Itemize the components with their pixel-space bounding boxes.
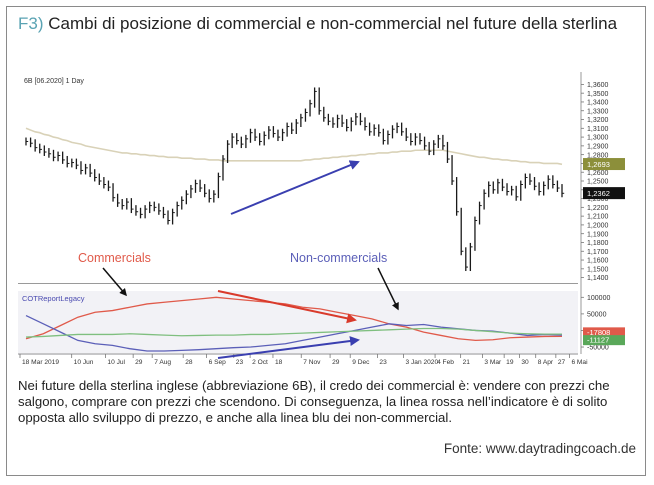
x-tick-label: 8 Apr xyxy=(538,359,554,366)
price-y-tick-label: 1,2000 xyxy=(587,223,609,230)
panel-divider xyxy=(18,283,578,284)
figure-label: F3) xyxy=(18,14,44,33)
figure-title: F3) Cambi di posizione di commercial e n… xyxy=(18,12,618,36)
price-y-tick-label: 1,3500 xyxy=(587,91,609,98)
net-badge-commercials xyxy=(583,327,625,338)
x-tick-label: 23 xyxy=(379,359,387,366)
price-y-tick-label: 1,3600 xyxy=(587,82,609,89)
price-y-tick-label: 1,1700 xyxy=(587,249,609,256)
price-y-tick-label: 1,2200 xyxy=(587,205,609,212)
x-tick-label: 29 xyxy=(135,359,143,366)
indicator-y-tick-label: -50000 xyxy=(587,345,609,352)
net-badge-green-label: -11127 xyxy=(587,336,609,345)
price-y-tick-label: 1,2600 xyxy=(587,170,609,177)
price-y-tick-label: 1,2800 xyxy=(587,152,609,159)
price-y-tick-label: 1,1900 xyxy=(587,231,609,238)
indicator-y-tick-label: 100000 xyxy=(587,295,610,302)
x-tick-label: 7 Nov xyxy=(303,359,321,366)
x-tick-label: 6 Sep xyxy=(209,359,227,366)
x-tick-label: 9 Dec xyxy=(352,359,370,366)
figure-source: Fonte: www.daytradingcoach.de xyxy=(443,441,636,456)
x-tick-label: 10 Jun xyxy=(74,359,94,366)
x-tick-label: 6 Mai xyxy=(571,359,588,366)
moving-average-line xyxy=(25,127,563,166)
price-trend-arrow xyxy=(230,160,360,215)
x-tick-label: 10 Jul xyxy=(107,359,125,366)
price-y-tick-label: 1,2900 xyxy=(587,143,609,150)
commercials-pointer-arrow xyxy=(102,267,127,297)
cot-chart: 6B [06.2020] 1 Day COTReportLegacy 1,3600 1… xyxy=(18,72,633,372)
price-y-tick-label: 1,3300 xyxy=(587,108,609,115)
commercials-trend-arrow xyxy=(217,290,357,324)
figure-caption: Nei future della sterlina inglese (abbre… xyxy=(18,378,610,425)
x-tick-label: 3 Jan 2020 xyxy=(406,359,439,366)
indicator-label: COTReportLegacy xyxy=(22,294,85,303)
price-y-tick-label: 1,1400 xyxy=(587,275,609,282)
price-badge xyxy=(583,187,625,200)
indicator-background xyxy=(18,291,578,355)
net-badge-green xyxy=(583,335,625,346)
instrument-label: 6B [06.2020] 1 Day xyxy=(24,78,84,85)
x-tick-label: 23 xyxy=(236,359,244,366)
commercials-annotation: Commercials xyxy=(78,251,151,265)
price-y-tick-label: 1,1500 xyxy=(587,266,609,273)
x-tick-label: 29 xyxy=(332,359,340,366)
price-y-tick-label: 1,3200 xyxy=(587,117,609,124)
non-commercials-pointer-arrow xyxy=(377,267,399,311)
non-commercials-annotation: Non-commercials xyxy=(290,251,387,265)
figure-title-text: Cambi di posizione di commercial e non-c… xyxy=(48,14,618,33)
price-badge-label: 1,2362 xyxy=(587,189,610,198)
x-tick-label: 2 Oct xyxy=(252,359,268,366)
ma-badge xyxy=(583,158,625,171)
indicator-y-tick-label: 50000 xyxy=(587,311,607,318)
green-line xyxy=(25,327,563,338)
x-tick-label: 3 Mar xyxy=(484,359,502,366)
x-tick-label: 4 Feb xyxy=(437,359,454,366)
price-y-tick-label: 1,2100 xyxy=(587,214,609,221)
price-y-tick-label: 1,2300 xyxy=(587,196,609,203)
price-y-tick-label: 1,1600 xyxy=(587,258,609,265)
price-y-tick-label: 1,3000 xyxy=(587,135,609,142)
price-y-tick-label: 1,1800 xyxy=(587,240,609,247)
x-tick-label: 21 xyxy=(463,359,471,366)
x-tick-label: 30 xyxy=(521,359,529,366)
ma-badge-label: 1,2693 xyxy=(587,160,610,169)
x-tick-label: 27 xyxy=(558,359,566,366)
price-y-tick-label: 1,3400 xyxy=(587,100,609,107)
x-tick-label: 18 Mar 2019 xyxy=(22,359,59,366)
x-tick-label: 7 Aug xyxy=(154,359,171,366)
non-commercials-trend-arrow xyxy=(217,336,360,359)
x-tick-label: 18 xyxy=(275,359,283,366)
x-tick-label: 28 xyxy=(185,359,193,366)
price-y-tick-label: 1,3100 xyxy=(587,126,609,133)
x-tick-label: 19 xyxy=(506,359,514,366)
commercials-line xyxy=(25,296,563,342)
price-y-tick-label: 1,2500 xyxy=(587,179,609,186)
net-badge-commercials-label: -17808 xyxy=(587,328,610,337)
